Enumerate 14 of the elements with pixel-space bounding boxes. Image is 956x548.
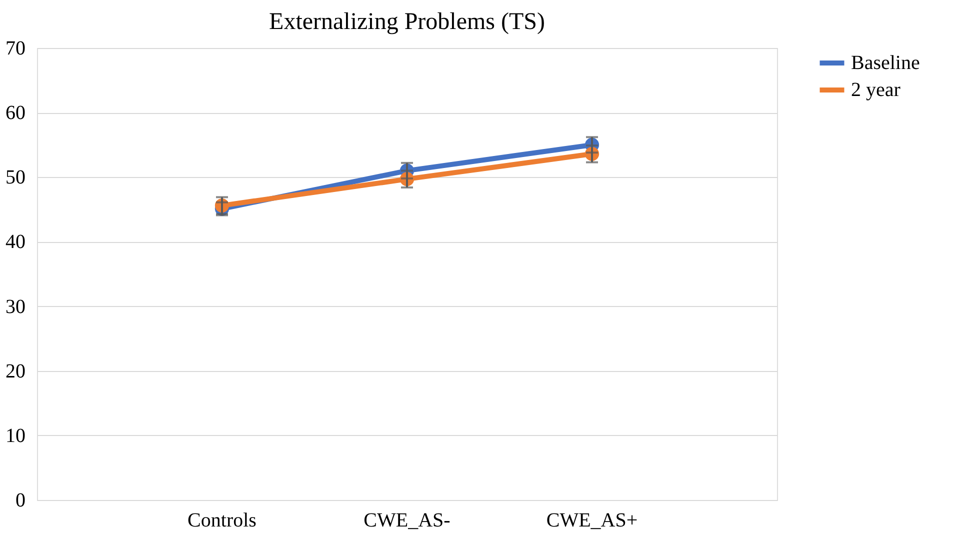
- x-tick-label: CWE_AS-: [364, 510, 450, 532]
- x-tick-label: Controls: [188, 510, 257, 532]
- y-tick-label: 60: [6, 102, 26, 124]
- legend-label: Baseline: [851, 52, 920, 74]
- y-tick-label: 10: [6, 424, 26, 447]
- y-tick-label: 20: [6, 360, 26, 382]
- y-tick-label: 30: [6, 296, 26, 318]
- y-tick-label: 0: [16, 490, 26, 512]
- chart-title: Externalizing Problems (TS): [269, 9, 545, 35]
- y-tick-label: 70: [6, 38, 26, 60]
- x-tick-label: CWE_AS+: [546, 510, 638, 532]
- y-tick-label: 40: [6, 231, 26, 254]
- y-tick-label: 50: [6, 166, 26, 189]
- legend-label: 2 year: [851, 79, 901, 101]
